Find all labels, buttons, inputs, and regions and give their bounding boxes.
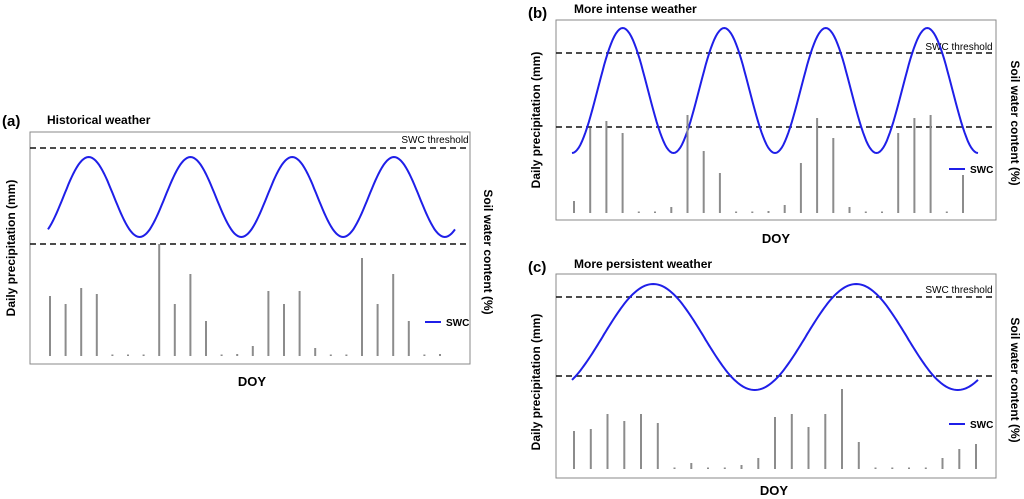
panel-b-legend-label: SWC bbox=[970, 165, 993, 176]
panel-b-title: More intense weather bbox=[574, 2, 697, 16]
panel-a-title: Historical weather bbox=[47, 113, 151, 127]
panel-b-letter: (b) bbox=[528, 5, 547, 22]
panel-b-ylabel-left: Daily precipitation (mm) bbox=[529, 52, 543, 189]
panel-c-title: More persistent weather bbox=[574, 257, 712, 271]
panel-c-precipitation-bars bbox=[573, 389, 977, 469]
panel-a-swc-line bbox=[47, 155, 456, 239]
panel-b-ylabel-right: Soil water content (%) bbox=[1008, 60, 1022, 185]
panel-c-letter: (c) bbox=[528, 259, 546, 276]
panel-a-precipitation-bars bbox=[49, 244, 441, 356]
panel-a-ylabel-right: Soil water content (%) bbox=[481, 189, 495, 314]
panel-c-ylabel-left: Daily precipitation (mm) bbox=[529, 314, 543, 451]
panel-b-swc-line bbox=[571, 26, 979, 155]
panel-a-ylabel-left: Daily precipitation (mm) bbox=[4, 180, 18, 317]
panel-b-frame bbox=[555, 19, 997, 221]
panel-c-legend-label: SWC bbox=[970, 420, 993, 431]
panel-b-xlabel: DOY bbox=[762, 231, 791, 246]
panel-a-letter: (a) bbox=[2, 113, 20, 130]
panel-a-threshold-label: SWC threshold bbox=[401, 135, 468, 146]
panel-a-legend-label: SWC bbox=[446, 318, 469, 329]
panel-c: (c) More persistent weather SWC threshol… bbox=[528, 257, 1022, 498]
panel-b-precipitation-bars bbox=[573, 115, 964, 213]
panel-b: (b) More intense weather SWC threshold S… bbox=[528, 2, 1022, 246]
panel-c-ylabel-right: Soil water content (%) bbox=[1008, 317, 1022, 442]
panel-b-threshold-label: SWC threshold bbox=[925, 42, 992, 53]
panel-a-xlabel: DOY bbox=[238, 374, 267, 389]
panel-c-threshold-label: SWC threshold bbox=[925, 285, 992, 296]
panel-a: (a) Historical weather SWC threshold SWC… bbox=[2, 113, 495, 389]
panel-a-frame bbox=[29, 131, 471, 365]
panel-c-xlabel: DOY bbox=[760, 483, 789, 498]
panel-c-swc-line bbox=[571, 282, 979, 392]
